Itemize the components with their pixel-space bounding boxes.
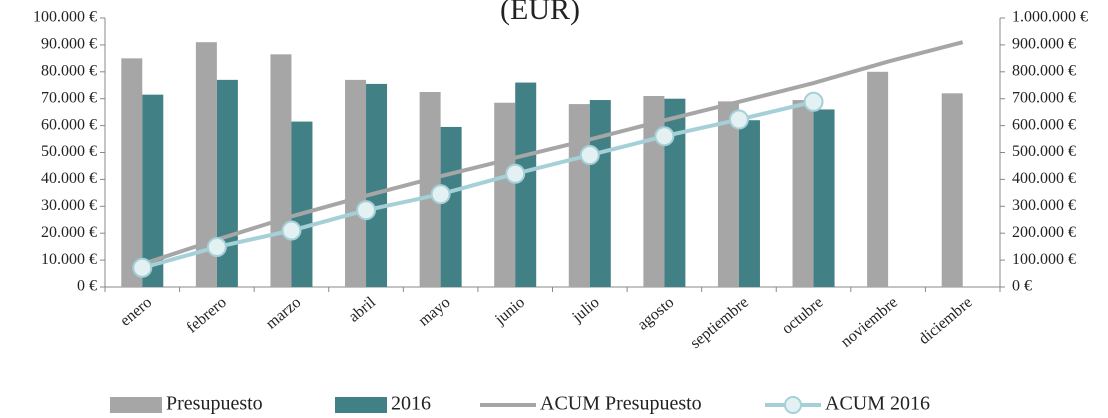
marker: [356, 200, 377, 221]
y-tick-label: 0 €: [77, 278, 97, 295]
chart-title: (EUR): [500, 0, 580, 26]
bar: [419, 91, 441, 287]
y-tick-label: 20.000 €: [41, 224, 97, 241]
x-tick-label: septiembre: [687, 294, 752, 352]
x-tick-label: diciembre: [916, 294, 976, 348]
legend-label: ACUM Presupuesto: [540, 393, 702, 415]
line: [141, 40, 964, 267]
bar: [494, 102, 516, 287]
bar: [589, 100, 611, 287]
legend-label: 2016: [391, 393, 431, 415]
y-tick-label: 90.000 €: [41, 36, 97, 53]
marker: [430, 184, 451, 205]
y-tick-label: 30.000 €: [41, 197, 97, 214]
y2-tick-label: 600.000 €: [1012, 116, 1076, 133]
bar: [867, 71, 889, 287]
x-tick-label: mayo: [415, 294, 453, 330]
marker: [654, 126, 675, 147]
marker: [803, 91, 824, 112]
marker: [206, 237, 227, 258]
line: [141, 99, 815, 270]
y2-tick-label: 200.000 €: [1012, 224, 1076, 241]
y-tick-label: 70.000 €: [41, 89, 97, 106]
bar: [792, 100, 814, 287]
bar: [738, 120, 760, 287]
y2-tick-label: 1.000.000 €: [1012, 9, 1088, 26]
y2-tick-label: 100.000 €: [1012, 251, 1076, 268]
bar: [440, 126, 462, 287]
legend-swatch: [110, 397, 162, 413]
bar: [345, 79, 367, 288]
bar: [291, 121, 313, 287]
marker: [132, 257, 153, 278]
x-tick-label: febrero: [183, 294, 229, 337]
y-tick-label: 80.000 €: [41, 62, 97, 79]
marker: [579, 145, 600, 166]
bar: [515, 82, 537, 287]
y2-tick-label: 700.000 €: [1012, 89, 1076, 106]
y-tick-label: 60.000 €: [41, 116, 97, 133]
y2-tick-label: 800.000 €: [1012, 62, 1076, 79]
y-tick-label: 100.000 €: [33, 9, 97, 26]
x-tick-label: agosto: [634, 294, 677, 334]
bar: [121, 58, 143, 287]
y-tick-label: 10.000 €: [41, 251, 97, 268]
y2-tick-label: 500.000 €: [1012, 143, 1076, 160]
bar: [142, 94, 164, 287]
legend-label: ACUM 2016: [825, 393, 930, 415]
bar: [813, 109, 835, 288]
marker: [505, 163, 526, 184]
y-tick-label: 40.000 €: [41, 170, 97, 187]
bar: [664, 98, 686, 287]
y2-tick-label: 400.000 €: [1012, 170, 1076, 187]
marker: [281, 220, 302, 241]
bar: [717, 101, 739, 287]
legend-swatch: [335, 397, 387, 413]
x-tick-label: octubre: [779, 294, 827, 338]
marker: [728, 109, 749, 130]
bar: [941, 93, 963, 287]
x-tick-label: julio: [569, 294, 603, 327]
bar: [366, 83, 388, 287]
y-tick-label: 50.000 €: [41, 143, 97, 160]
bar: [270, 54, 292, 287]
x-tick-label: junio: [491, 294, 528, 329]
y2-tick-label: 300.000 €: [1012, 197, 1076, 214]
x-tick-label: marzo: [263, 294, 305, 333]
y2-tick-label: 0 €: [1012, 278, 1032, 295]
y2-tick-label: 900.000 €: [1012, 36, 1076, 53]
bar: [195, 42, 217, 288]
x-tick-label: enero: [117, 294, 155, 330]
bar: [568, 104, 590, 287]
legend-marker: [784, 396, 802, 414]
x-tick-label: abril: [346, 294, 380, 326]
legend-label: Presupuesto: [166, 393, 263, 415]
x-tick-label: noviembre: [838, 294, 901, 351]
